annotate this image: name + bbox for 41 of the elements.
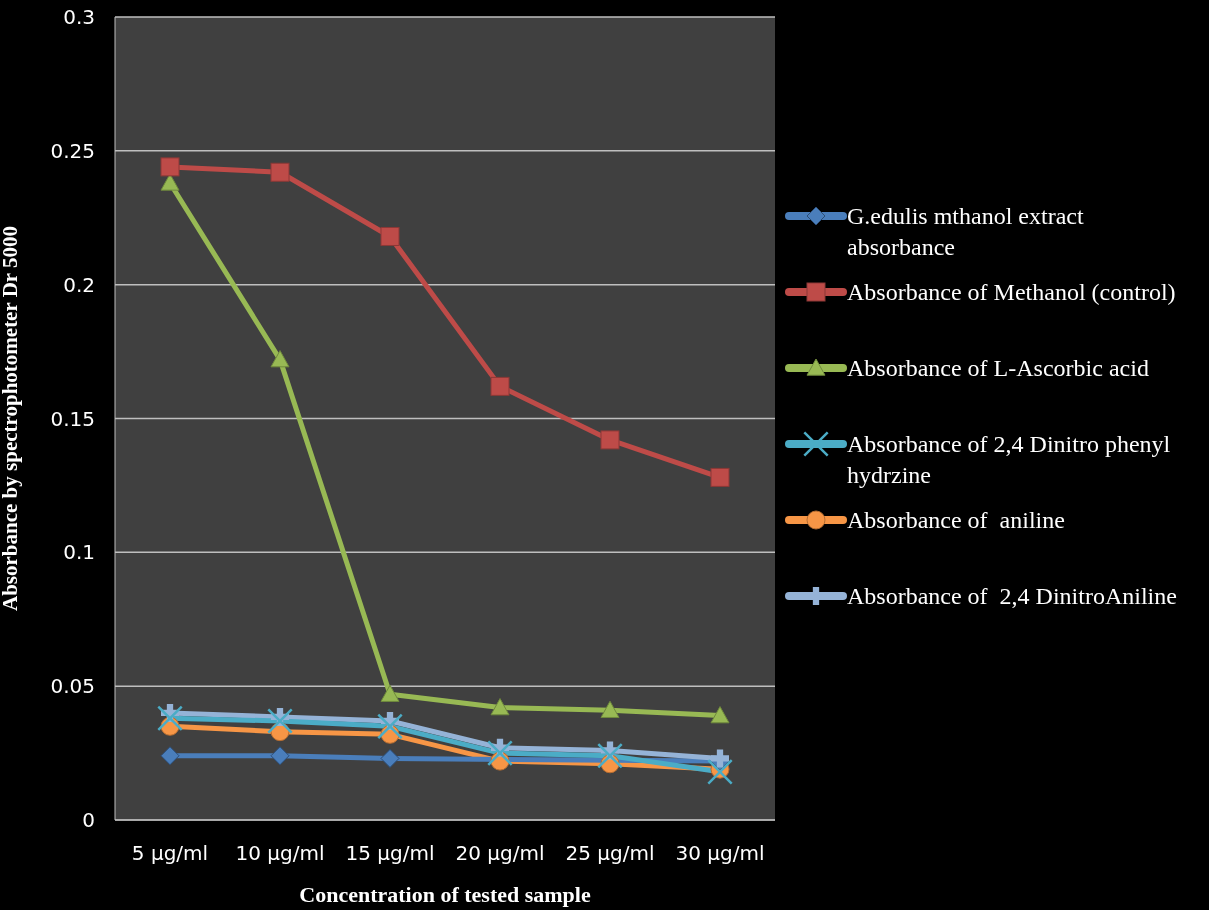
point bbox=[380, 748, 400, 768]
x-tick-label: 10 µg/ml bbox=[235, 841, 325, 866]
x-tick-label: 25 µg/ml bbox=[565, 841, 655, 866]
x-axis-title: Concentration of tested sample bbox=[299, 882, 591, 907]
point bbox=[707, 758, 733, 785]
point bbox=[160, 746, 180, 766]
point bbox=[710, 706, 730, 724]
point bbox=[160, 157, 180, 177]
y-tick-label: 0.25 bbox=[50, 138, 95, 163]
y-tick-label: 0.1 bbox=[63, 540, 95, 565]
point bbox=[600, 700, 620, 718]
point bbox=[267, 708, 293, 734]
y-tick-label: 0.2 bbox=[63, 272, 95, 297]
point bbox=[377, 713, 403, 740]
point bbox=[490, 376, 510, 396]
point bbox=[487, 740, 513, 767]
y-tick-label: 0.15 bbox=[50, 406, 95, 431]
point bbox=[710, 467, 730, 487]
point bbox=[270, 746, 290, 766]
point bbox=[600, 430, 620, 450]
legend-label: Absorbance of L-Ascorbic acid bbox=[847, 354, 1150, 383]
x-tick-label: 15 µg/ml bbox=[345, 841, 435, 866]
legend-label: Absorbance of 2,4 DinitroAniline bbox=[847, 582, 1178, 611]
point bbox=[380, 684, 400, 702]
legend-label: G.edulis mthanol extract absorbance bbox=[847, 202, 1085, 262]
y-axis-title: Absorbance by spectrophotometer Dr 5000 bbox=[0, 226, 23, 611]
y-tick-label: 0 bbox=[82, 808, 95, 833]
point bbox=[157, 705, 183, 732]
point bbox=[380, 226, 400, 246]
point bbox=[597, 742, 623, 769]
x-tick-label: 20 µg/ml bbox=[455, 841, 545, 866]
legend-label: Absorbance of 2,4 Dinitro phenyl hydrzine bbox=[847, 430, 1172, 490]
y-tick-label: 0.05 bbox=[50, 674, 95, 699]
x-tick-label: 5 µg/ml bbox=[131, 841, 209, 866]
y-tick-label: 0.3 bbox=[63, 5, 95, 30]
point bbox=[490, 698, 510, 716]
point bbox=[270, 162, 290, 182]
legend-label: Absorbance of Methanol (control) bbox=[847, 278, 1177, 307]
point bbox=[270, 350, 290, 368]
legend-label: Absorbance of aniline bbox=[847, 506, 1066, 535]
x-tick-label: 30 µg/ml bbox=[675, 841, 765, 866]
